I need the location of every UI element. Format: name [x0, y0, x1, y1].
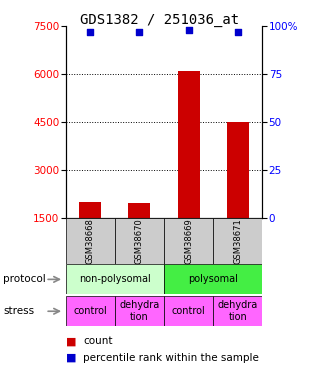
Bar [178, 71, 200, 217]
Text: protocol: protocol [3, 274, 46, 284]
Point [186, 27, 191, 33]
Bar [164, 217, 213, 264]
Bar [115, 296, 164, 326]
Bar [66, 264, 164, 294]
Text: ■: ■ [66, 353, 76, 363]
Bar [164, 296, 213, 326]
Point [235, 29, 240, 35]
Bar [66, 217, 115, 264]
Text: non-polysomal: non-polysomal [79, 274, 151, 284]
Bar [115, 217, 164, 264]
Text: control: control [73, 306, 107, 316]
Text: ■: ■ [66, 336, 76, 346]
Bar [164, 264, 262, 294]
Bar [79, 202, 101, 217]
Text: control: control [172, 306, 205, 316]
Text: GSM38668: GSM38668 [86, 218, 95, 264]
Text: percentile rank within the sample: percentile rank within the sample [83, 353, 259, 363]
Text: dehydra
tion: dehydra tion [119, 300, 160, 322]
Bar [227, 122, 249, 218]
Text: GSM38671: GSM38671 [233, 218, 242, 264]
Text: count: count [83, 336, 113, 346]
Text: GDS1382 / 251036_at: GDS1382 / 251036_at [80, 13, 240, 27]
Text: dehydra
tion: dehydra tion [218, 300, 258, 322]
Text: stress: stress [3, 306, 34, 316]
Point [137, 29, 142, 35]
Text: GSM38670: GSM38670 [135, 218, 144, 264]
Bar [66, 296, 115, 326]
Text: GSM38669: GSM38669 [184, 218, 193, 264]
Bar [128, 203, 150, 217]
Bar [213, 217, 262, 264]
Point [88, 29, 93, 35]
Text: polysomal: polysomal [188, 274, 238, 284]
Bar [213, 296, 262, 326]
